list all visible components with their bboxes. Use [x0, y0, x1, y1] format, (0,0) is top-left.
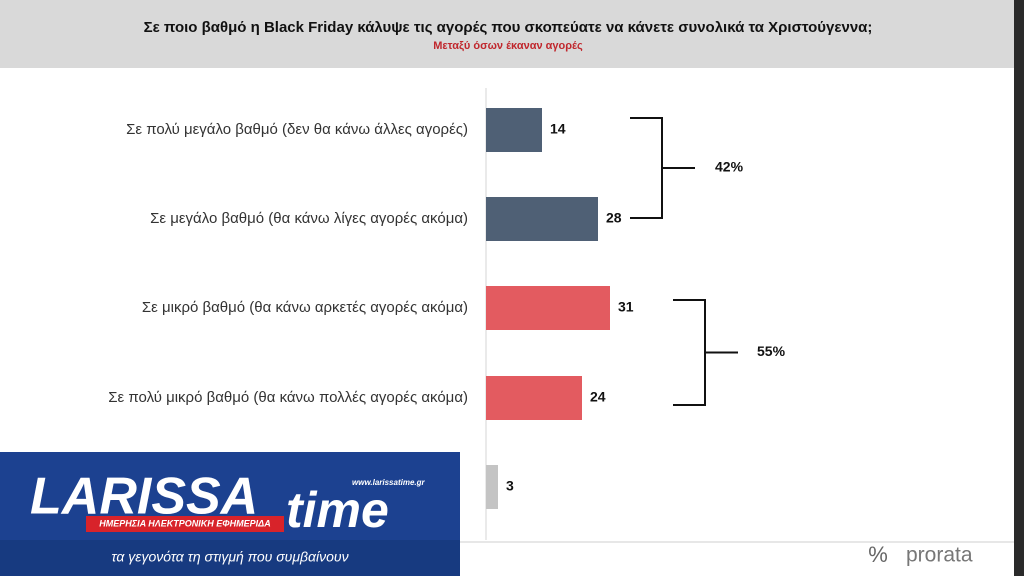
value-label: 28 — [606, 210, 622, 226]
logo-tag-box — [86, 516, 284, 532]
logo-url: www.larissatime.gr — [352, 478, 426, 487]
bracket-label: 55% — [757, 343, 786, 359]
footer-symbol: % — [868, 542, 888, 567]
value-label: 14 — [550, 121, 566, 137]
bar — [486, 286, 610, 330]
logo-brand2: time — [286, 482, 389, 538]
header-band — [0, 0, 1024, 68]
chart-title: Σε ποιο βαθμό η Black Friday κάλυψε τις … — [144, 19, 873, 36]
bracket — [630, 117, 695, 219]
category-label: Σε μεγάλο βαθμό (θα κάνω λίγες αγορές ακ… — [150, 210, 468, 227]
category-label: Σε πολύ μεγάλο βαθμό (δεν θα κάνω άλλες … — [126, 121, 468, 138]
footer-brand: prorata — [906, 544, 973, 567]
category-label: Σε μικρό βαθμό (θα κάνω αρκετές αγορές α… — [142, 299, 468, 316]
logo-stripe — [0, 540, 460, 576]
bar — [486, 197, 598, 241]
category-label: Σε πολύ μικρό βαθμό (θα κάνω πολλές αγορ… — [108, 389, 468, 406]
bar — [486, 465, 498, 509]
logo-tagline: ΗΜΕΡΗΣΙΑ ΗΛΕΚΤΡΟΝΙΚΗ ΕΦΗΜΕΡΙΔΑ — [99, 518, 270, 528]
value-label: 31 — [618, 299, 634, 315]
value-label: 3 — [506, 478, 514, 494]
bracket-label: 42% — [715, 159, 744, 175]
bar — [486, 108, 542, 152]
logo-slogan: τα γεγονότα τη στιγμή που συμβαίνουν — [111, 549, 348, 565]
bracket — [673, 299, 738, 406]
edge-strip — [1014, 0, 1024, 576]
value-label: 24 — [590, 389, 606, 405]
chart-subtitle: Μεταξύ όσων έκαναν αγορές — [433, 40, 583, 52]
bar — [486, 376, 582, 420]
logo-overlay: LARISSA time www.larissatime.gr ΗΜΕΡΗΣΙΑ… — [0, 452, 460, 576]
